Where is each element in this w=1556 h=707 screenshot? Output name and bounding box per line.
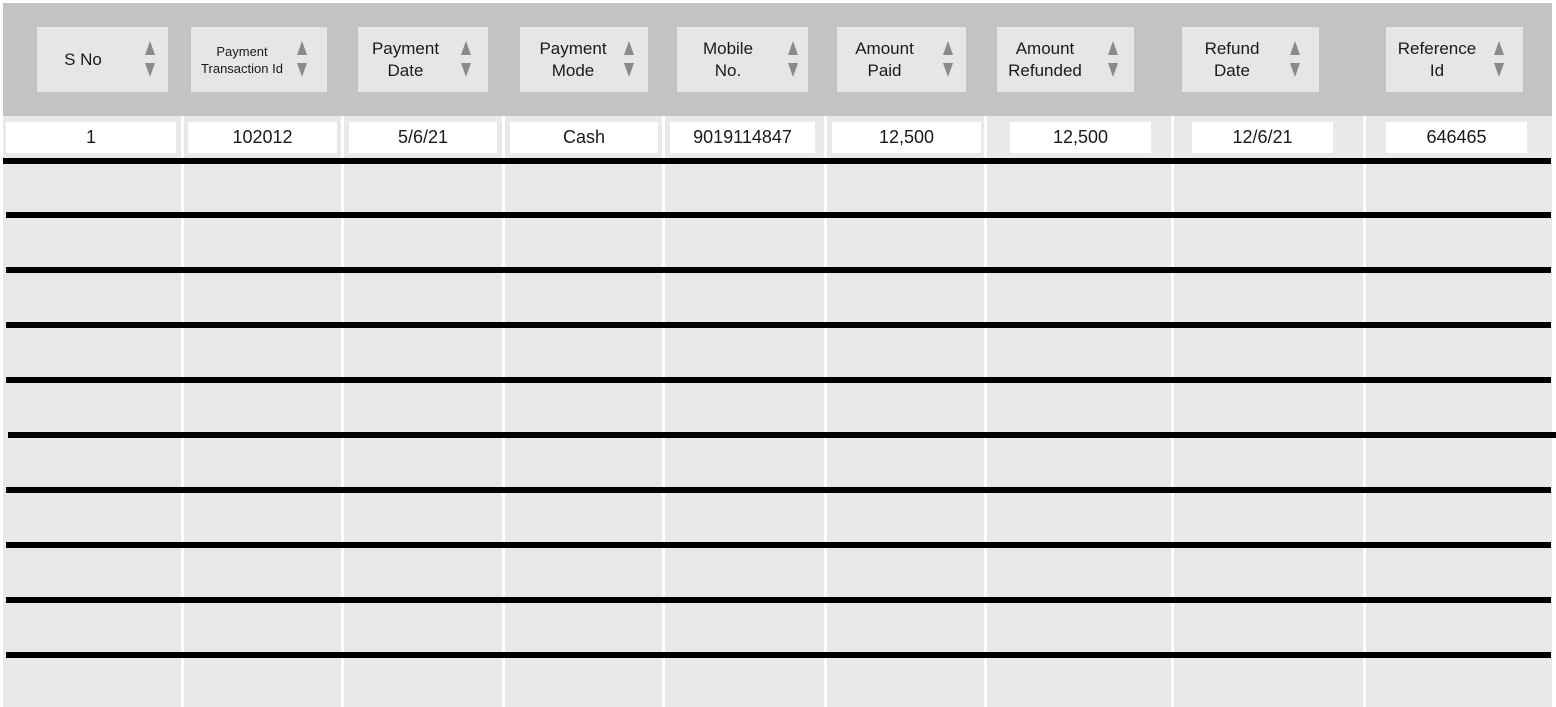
row-separator: [6, 322, 1551, 328]
column-divider: [1171, 116, 1174, 707]
table-cell-payment-transaction-id: 102012: [188, 122, 337, 153]
header-label: Refund Date: [1182, 27, 1282, 92]
sort-up-down-icon[interactable]: [1493, 39, 1505, 79]
table-cell-payment-mode: Cash: [510, 122, 658, 153]
header-cell-payment-transaction-id[interactable]: Payment Transaction Id: [191, 27, 327, 92]
column-divider: [984, 116, 987, 707]
header-label: Payment Date: [358, 27, 453, 92]
header-label-line: Payment: [216, 43, 268, 59]
table-cell-amount-paid: 12,500: [832, 122, 981, 153]
sort-up-down-icon[interactable]: [623, 39, 635, 79]
column-divider: [1363, 116, 1366, 707]
header-cell-amount-paid[interactable]: Amount Paid: [837, 27, 966, 92]
sort-up-down-icon[interactable]: [144, 39, 156, 79]
table-cell-s-no: 1: [6, 122, 176, 153]
header-label-line: Id: [1429, 60, 1445, 80]
header-label-line: No.: [714, 60, 742, 80]
row-separator: [8, 432, 1556, 438]
table-cell-amount-refunded: 12,500: [1010, 122, 1151, 153]
header-label-line: Paid: [867, 60, 902, 80]
header-label-line: Reference: [1397, 38, 1477, 58]
header-cell-amount-refunded[interactable]: Amount Refunded: [997, 27, 1134, 92]
row-separator: [6, 377, 1551, 383]
header-label: S No: [37, 27, 129, 92]
header-label-line: Date: [1214, 60, 1250, 80]
row-separator: [6, 597, 1551, 603]
row-separator: [6, 652, 1551, 658]
header-cell-s-no[interactable]: S No: [37, 27, 168, 92]
header-cell-payment-mode[interactable]: Payment Mode: [520, 27, 648, 92]
table-cell-payment-date: 5/6/21: [349, 122, 497, 153]
header-label-line: S No: [64, 49, 102, 69]
header-label-line: Refunded: [1008, 60, 1082, 80]
header-label-line: Payment: [539, 38, 607, 58]
header-cell-payment-date[interactable]: Payment Date: [358, 27, 488, 92]
sort-up-down-icon[interactable]: [942, 39, 954, 79]
row-separator: [3, 158, 1551, 164]
column-divider: [824, 116, 827, 707]
table-body: [3, 116, 1552, 707]
column-divider: [662, 116, 665, 707]
table-cell-refund-date: 12/6/21: [1192, 122, 1333, 153]
header-label-line: Mode: [551, 60, 595, 80]
header-label: Payment Transaction Id: [191, 27, 293, 92]
table-cell-reference-id: 646465: [1386, 122, 1527, 153]
row-separator: [6, 267, 1551, 273]
header-label-line: Amount: [855, 38, 914, 58]
row-separator: [6, 542, 1551, 548]
sort-up-down-icon[interactable]: [1107, 39, 1119, 79]
column-divider: [502, 116, 505, 707]
row-separator: [6, 487, 1551, 493]
column-divider: [341, 116, 344, 707]
sort-up-down-icon[interactable]: [296, 39, 308, 79]
header-cell-reference-id[interactable]: Reference Id: [1386, 27, 1523, 92]
header-cell-refund-date[interactable]: Refund Date: [1182, 27, 1319, 92]
header-label: Reference Id: [1386, 27, 1488, 92]
sort-up-down-icon[interactable]: [787, 39, 799, 79]
header-label: Amount Refunded: [997, 27, 1093, 92]
header-label-line: Transaction Id: [201, 60, 283, 76]
header-label-line: Mobile: [702, 38, 754, 58]
sort-up-down-icon[interactable]: [1289, 39, 1301, 79]
column-divider: [181, 116, 184, 707]
header-label-line: Date: [387, 60, 424, 80]
header-label-line: Amount: [1015, 38, 1075, 58]
header-label: Payment Mode: [520, 27, 626, 92]
sort-up-down-icon[interactable]: [460, 39, 472, 79]
table-cell-mobile-no: 9019114847: [670, 122, 815, 153]
header-cell-mobile-no[interactable]: Mobile No.: [677, 27, 808, 92]
header-label: Amount Paid: [837, 27, 932, 92]
header-label-line: Refund: [1204, 38, 1260, 58]
header-label: Mobile No.: [677, 27, 779, 92]
header-label-line: Payment: [371, 38, 440, 58]
row-separator: [6, 212, 1551, 218]
